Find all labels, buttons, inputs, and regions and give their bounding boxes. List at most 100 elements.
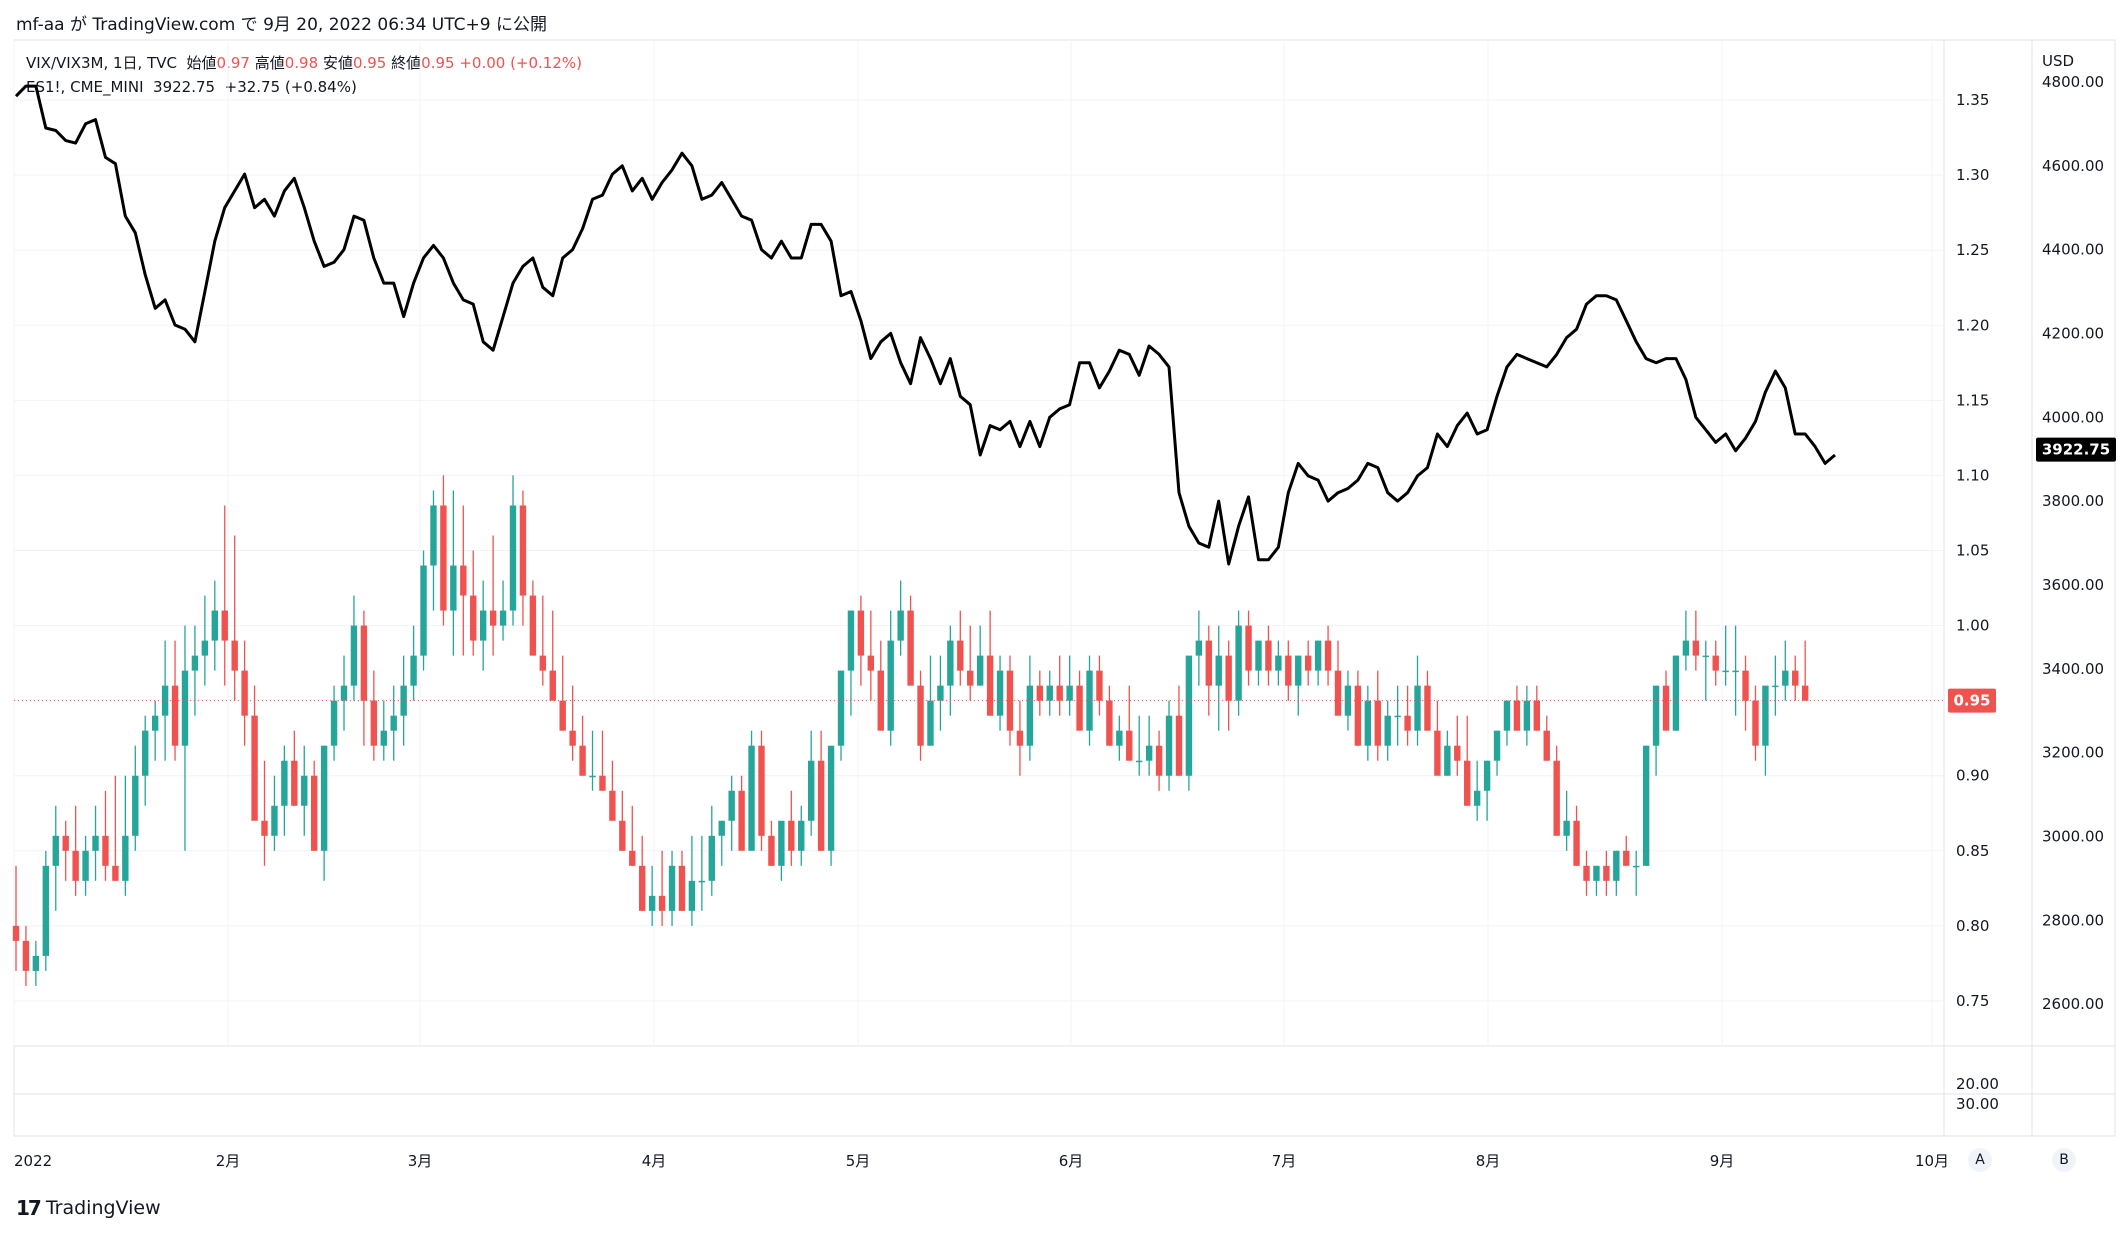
auto-scale-button[interactable]: A [1968,1148,1992,1172]
legend-low-label: 安値 [322,54,353,72]
candle-body [1712,655,1719,671]
x-tick-label: 5月 [846,1152,871,1170]
candle-body [1782,670,1789,686]
candle-body [1613,850,1620,881]
candle-body [1364,700,1372,746]
legend-es[interactable]: ES1!, CME_MINI 3922.75 +32.75 (+0.84%) [26,78,357,96]
legend-ratio[interactable]: VIX/VIX3M, 1日, TVC 始値0.97 高値0.98 安値0.95 … [26,52,582,73]
candle-body [976,655,984,686]
candle-body [1483,760,1491,791]
candle-body [1165,715,1173,776]
candle-body [1155,745,1163,776]
candle-body [539,655,547,671]
legend-es-value: 3922.75 [153,78,216,96]
ratio-tick-label: 1.15 [1956,391,1989,409]
candle-body [241,670,248,716]
candle-body [807,760,815,821]
candle-body [967,670,974,686]
candle-body [82,850,89,881]
candle-body [1265,640,1272,671]
candle-body [261,820,268,836]
legend-es-symbol: ES1!, CME_MINI [26,78,144,96]
candle-body [1304,655,1312,671]
tradingview-logo[interactable]: 17 TradingView [16,1196,161,1220]
candle-body [181,670,189,746]
candle-body [867,655,875,671]
usd-tick-label: 4400.00 [2042,241,2104,259]
candle-body [62,835,69,851]
candle-body [877,670,884,731]
candle-body [380,730,387,746]
candle-body [897,610,904,641]
candle-body [1175,715,1183,776]
candle-body [1533,700,1541,731]
candle-body [1235,625,1242,701]
candle-body [1334,670,1342,716]
candle-body [32,955,40,971]
candle-body [1672,655,1680,731]
legend-high-label: 高値 [254,54,285,72]
x-tick-label: 7月 [1272,1152,1297,1170]
candle-body [1046,685,1053,701]
usd-tick-label: 4600.00 [2042,157,2104,175]
candle-body [360,625,368,701]
candle-body [1116,730,1123,746]
candle-body [708,835,715,881]
candle-body [1792,670,1799,686]
candle-body [72,850,79,881]
candle-body [1404,715,1411,731]
candle-body [201,640,209,656]
candle-body [778,820,785,866]
candle-body [996,670,1004,716]
usd-tick-label: 3800.00 [2042,492,2104,510]
ratio-tick-label: 1.35 [1956,91,1989,109]
candle-body [559,700,566,731]
candle-body [1394,715,1401,718]
candle-body [1752,700,1759,746]
candle-body [1126,730,1133,761]
candle-body [529,595,537,656]
currency-label: USD [2042,52,2074,70]
candle-body [122,835,129,881]
candle-body [1136,760,1143,763]
usd-tick-label: 4800.00 [2042,73,2104,91]
ratio-tick-label: 0.90 [1956,767,1989,785]
candle-body [1225,655,1232,701]
candle-body [1354,685,1362,746]
candle-body [1652,685,1660,746]
x-tick-label: 2022 [14,1152,52,1170]
candle-body [271,805,278,836]
candle-body [102,835,109,866]
candle-body [1344,685,1352,716]
candle-body [1722,670,1729,673]
candle-body [1553,760,1560,836]
candle-body [1732,670,1739,673]
publish-caption: mf-aa が TradingView.com で 9月 20, 2022 06… [16,15,547,35]
candle-body [92,835,99,851]
legend-ratio-symbol: VIX/VIX3M, 1日, TVC [26,54,177,72]
candle-body [937,685,944,701]
candle-body [549,670,556,701]
candle-body [887,640,894,731]
candle-body [1543,730,1550,761]
candle-body [1603,865,1610,881]
candle-body [857,610,865,656]
candle-body [370,700,378,746]
candle-body [151,715,159,731]
candle-body [728,790,735,821]
candle-body [1563,820,1570,836]
candle-body [957,640,964,671]
candle-body [1623,850,1630,866]
scale-b-button[interactable]: B [2052,1148,2076,1172]
candle-body [12,925,20,941]
candle-body [639,865,646,911]
chart-frame [13,39,2116,1137]
ratio-tick-label: 1.20 [1956,316,1989,334]
candle-body [1016,730,1024,746]
candle-body [1384,715,1391,746]
candle-body [668,865,676,911]
candle-body [1314,640,1322,671]
candle-body [678,865,686,911]
candle-body [1275,655,1282,671]
